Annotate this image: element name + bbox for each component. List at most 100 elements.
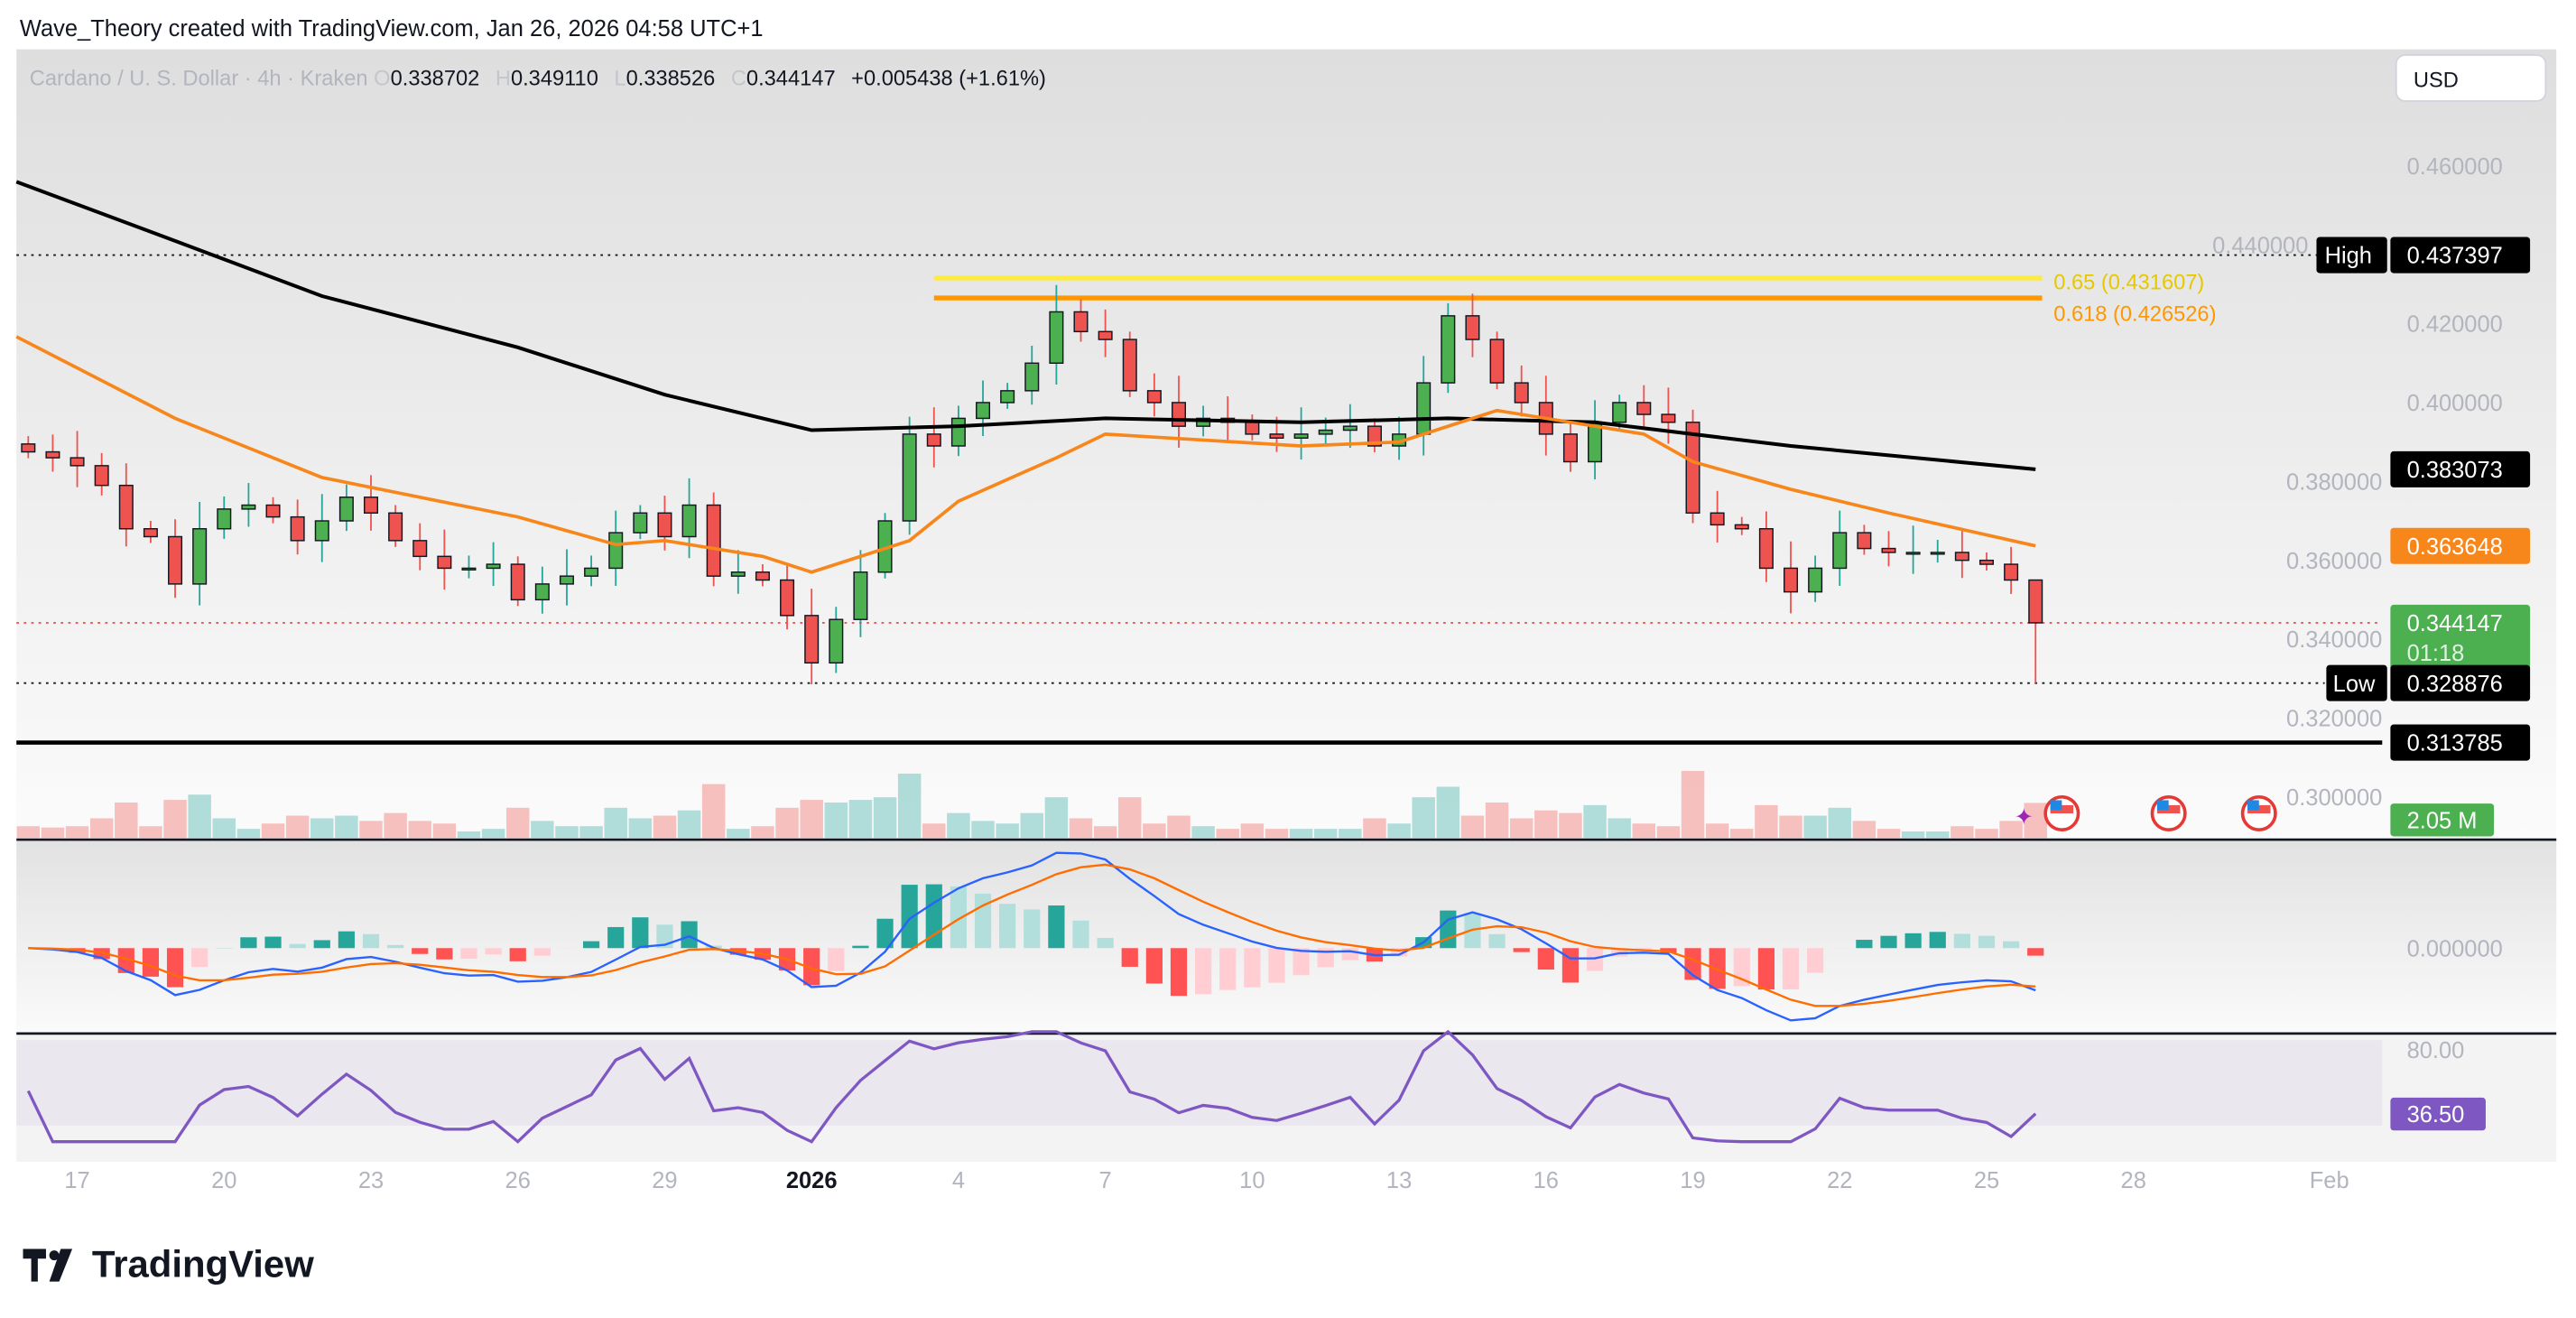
candle-body: [853, 571, 868, 620]
macd-histogram-bar: [1244, 948, 1261, 988]
volume-bar: [1730, 829, 1754, 839]
candle-body: [950, 417, 966, 447]
macd-histogram-bar: [1709, 948, 1726, 989]
rsi-pane: [16, 1035, 2557, 1162]
time-tick-label: 2026: [786, 1168, 838, 1193]
volume-bar: [359, 821, 383, 839]
candle-body: [1905, 552, 1921, 555]
us-flag-event-icon[interactable]: [2240, 794, 2277, 832]
macd-histogram-bar: [1953, 933, 1970, 949]
volume-bar: [1779, 815, 1802, 839]
low-tag: Low: [2333, 672, 2376, 697]
volume-bar: [163, 800, 187, 839]
volume-bar: [604, 807, 627, 839]
candle-body: [1954, 552, 1969, 562]
candle-body: [1049, 311, 1064, 364]
macd-histogram-bar: [828, 948, 845, 971]
macd-histogram-bar: [1488, 933, 1506, 949]
change-value: +0.005438 (+1.61%): [851, 65, 1046, 91]
volume-bar: [1240, 823, 1265, 839]
candle-body: [510, 563, 525, 601]
candle-body: [1734, 524, 1749, 530]
candle-body: [804, 615, 820, 664]
macd-histogram-bar: [1904, 933, 1922, 949]
macd-histogram-bar: [803, 948, 820, 986]
candle-body: [829, 618, 844, 664]
volume-bar: [555, 826, 579, 839]
volume-bar: [971, 821, 995, 839]
low-price-label: 0.328876: [2407, 672, 2503, 697]
volume-bar: [236, 829, 261, 839]
macd-histogram-bar: [607, 926, 625, 949]
us-flag-event-icon[interactable]: [2150, 794, 2187, 832]
fib-0618-label: 0.618 (0.426526): [2053, 303, 2216, 327]
macd-histogram-bar: [1268, 948, 1285, 983]
low-price-label-bg: [2390, 664, 2531, 701]
macd-histogram-bar: [313, 940, 330, 949]
volume-bar: [947, 812, 970, 839]
us-flag-event-icon[interactable]: [2043, 794, 2080, 832]
candle-body: [902, 433, 917, 522]
candle-body: [1269, 433, 1284, 439]
macd-histogram-bar: [999, 904, 1016, 949]
candle-body: [2004, 563, 2019, 581]
candle-body: [21, 443, 36, 453]
macd-histogram-bar: [950, 886, 968, 949]
macd-histogram-bar: [191, 948, 208, 968]
candle-body: [461, 567, 477, 571]
macd-histogram-bar: [1513, 948, 1530, 952]
volume-bar: [1583, 804, 1607, 839]
tradingview-logo[interactable]: TradingView: [23, 1242, 314, 1286]
volume-bar: [897, 773, 922, 839]
candle-body: [976, 402, 991, 420]
time-tick-label: 26: [505, 1168, 531, 1193]
macd-histogram-bar: [1390, 948, 1408, 957]
symbol-title[interactable]: Cardano / U. S. Dollar · 4h · Kraken: [29, 65, 368, 91]
volume-bar: [848, 800, 873, 839]
candle-body: [1636, 402, 1652, 415]
candle-body: [290, 515, 305, 542]
currency-button[interactable]: USD: [2395, 54, 2547, 102]
last-price-label: 0.344147: [2407, 611, 2503, 636]
volume-bar: [775, 807, 799, 839]
macd-histogram-bar: [681, 921, 698, 949]
volume-bar: [1044, 797, 1069, 839]
time-tick-label: 19: [1680, 1168, 1705, 1193]
candle-body: [1710, 512, 1725, 526]
candle-body: [657, 512, 672, 538]
ema-fast-price-label-bg: [2390, 527, 2531, 564]
candle-body: [486, 563, 501, 570]
candle-body: [1857, 532, 1872, 550]
signal-line: [28, 863, 2036, 1007]
volume-bar: [310, 818, 334, 839]
volume-bar: [800, 800, 823, 839]
macd-histogram-bar: [412, 948, 429, 954]
time-tick-label: 16: [1534, 1168, 1559, 1193]
ohlc-legend: Cardano / U. S. Dollar · 4h · Kraken O0.…: [29, 65, 1046, 91]
macd-histogram-bar: [632, 917, 649, 949]
candle-body: [926, 433, 941, 447]
macd-histogram-bar: [1024, 909, 1041, 949]
candle-body: [1612, 402, 1627, 423]
macd-histogram-bar: [901, 885, 918, 949]
candle-body: [1661, 413, 1676, 423]
open-value: 0.338702: [390, 65, 480, 91]
volume-bar: [457, 831, 481, 839]
candle-body: [94, 465, 109, 487]
candle-body: [1416, 382, 1432, 435]
ema-fast-price-label: 0.363648: [2407, 534, 2503, 560]
rsi-band: [16, 1040, 2383, 1126]
macd-histogram-bar: [1048, 905, 1065, 949]
candle-body: [217, 508, 232, 530]
volume-bar: [505, 807, 530, 839]
candle-body: [1685, 422, 1700, 514]
time-tick-label: 10: [1239, 1168, 1265, 1193]
logo-text: TradingView: [91, 1242, 314, 1286]
candle-body: [1758, 528, 1774, 570]
volume-bar: [432, 823, 457, 839]
candle-body: [1978, 559, 1994, 565]
candle-body: [45, 450, 60, 459]
candle-body: [143, 528, 158, 538]
candle-body: [412, 540, 428, 558]
price-chart[interactable]: 0.460000 0.440000 0.420000 0.400000 0.380000…: [0, 0, 2576, 1216]
